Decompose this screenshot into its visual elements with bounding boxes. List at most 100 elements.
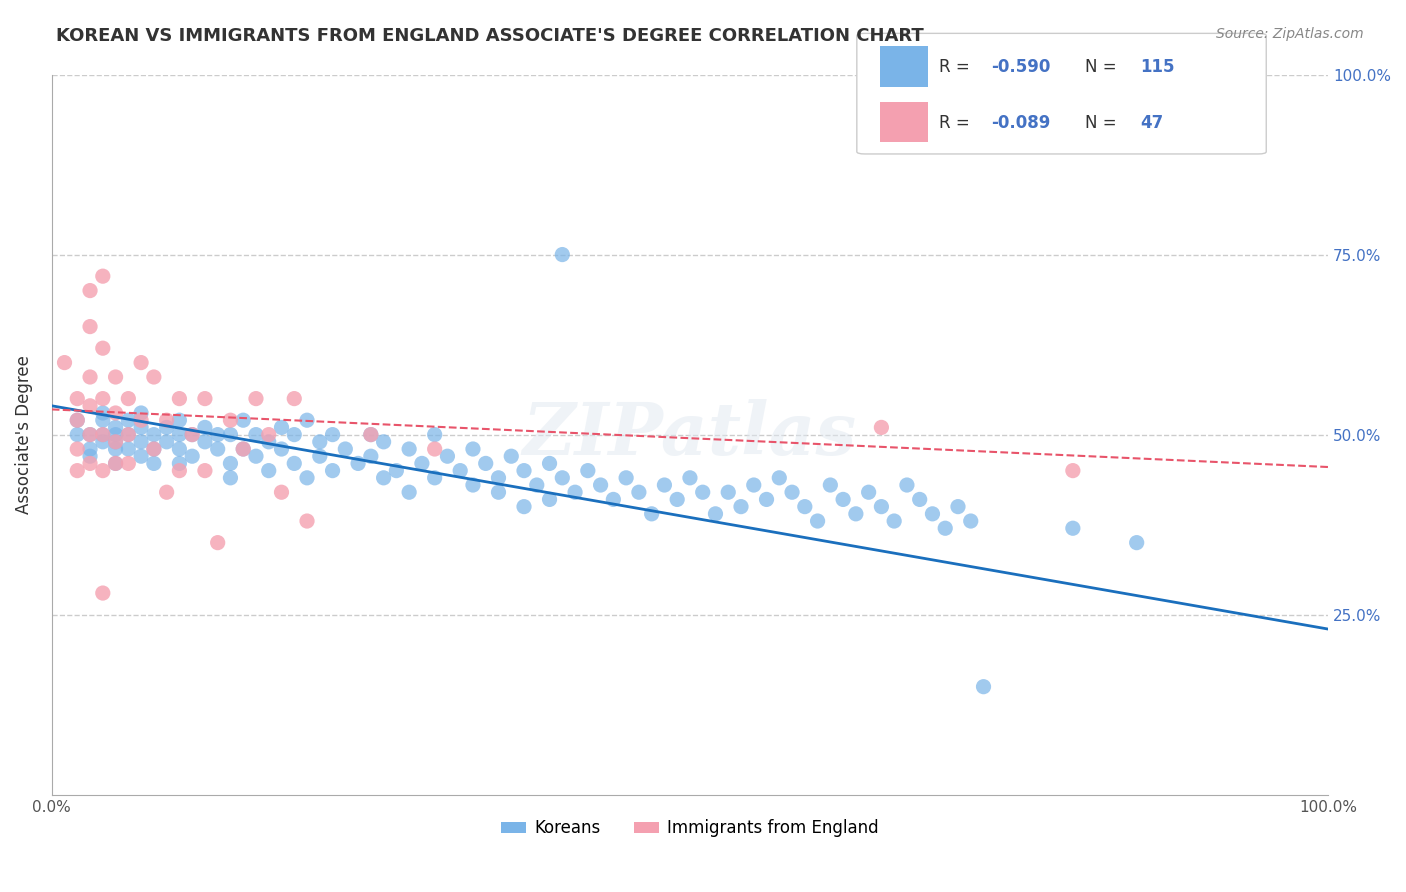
Point <box>129 355 152 369</box>
Point <box>79 449 101 463</box>
Point <box>156 485 179 500</box>
Point <box>169 457 191 471</box>
Point <box>245 427 267 442</box>
Point <box>423 427 446 442</box>
Point <box>156 413 179 427</box>
Point <box>461 478 484 492</box>
Point <box>104 406 127 420</box>
Point <box>129 413 152 427</box>
Point <box>295 413 318 427</box>
Point <box>257 427 280 442</box>
Point <box>194 392 217 406</box>
Point <box>308 434 330 449</box>
Point <box>373 471 395 485</box>
Text: Source: ZipAtlas.com: Source: ZipAtlas.com <box>1216 27 1364 41</box>
Point <box>66 392 89 406</box>
Point <box>589 478 612 492</box>
Point <box>488 485 510 500</box>
Point <box>832 492 855 507</box>
Point <box>91 427 114 442</box>
Point <box>946 500 969 514</box>
Point <box>79 284 101 298</box>
Point <box>973 680 995 694</box>
Point <box>360 427 382 442</box>
Point <box>1062 464 1084 478</box>
Point <box>79 457 101 471</box>
Point <box>169 427 191 442</box>
Point <box>104 457 127 471</box>
Text: 115: 115 <box>1140 58 1175 76</box>
Point <box>806 514 828 528</box>
Point <box>883 514 905 528</box>
Point <box>564 485 586 500</box>
Point <box>845 507 868 521</box>
Point <box>896 478 918 492</box>
Point <box>322 464 344 478</box>
Point <box>398 442 420 456</box>
Point <box>614 471 637 485</box>
Y-axis label: Associate's Degree: Associate's Degree <box>15 355 32 514</box>
Point <box>654 478 676 492</box>
Point <box>91 406 114 420</box>
Point <box>181 449 204 463</box>
Point <box>780 485 803 500</box>
Point <box>169 413 191 427</box>
Point <box>270 420 292 434</box>
Point <box>322 427 344 442</box>
Point <box>704 507 727 521</box>
Point <box>423 442 446 456</box>
Point <box>104 427 127 442</box>
Point <box>858 485 880 500</box>
Point <box>66 442 89 456</box>
Point <box>423 471 446 485</box>
Bar <box>880 102 928 143</box>
Point <box>91 392 114 406</box>
Point <box>194 464 217 478</box>
Point <box>53 355 76 369</box>
Point <box>207 442 229 456</box>
Point <box>257 434 280 449</box>
Point <box>66 413 89 427</box>
Point <box>295 514 318 528</box>
Point <box>627 485 650 500</box>
Point <box>117 457 139 471</box>
Point <box>474 457 496 471</box>
Point <box>461 442 484 456</box>
Point <box>283 427 305 442</box>
Point <box>692 485 714 500</box>
Point <box>576 464 599 478</box>
Point <box>270 442 292 456</box>
Point <box>501 449 523 463</box>
Point <box>104 457 127 471</box>
Point <box>308 449 330 463</box>
Point <box>679 471 702 485</box>
Point <box>347 457 370 471</box>
Point <box>934 521 956 535</box>
Point <box>755 492 778 507</box>
Point <box>79 319 101 334</box>
Point <box>156 434 179 449</box>
Text: ZIPatlas: ZIPatlas <box>523 399 858 470</box>
Point <box>219 427 242 442</box>
Point <box>538 457 561 471</box>
Point <box>104 420 127 434</box>
Point <box>91 464 114 478</box>
Point <box>257 464 280 478</box>
Point <box>79 399 101 413</box>
Point <box>79 427 101 442</box>
Point <box>551 471 574 485</box>
Point <box>104 434 127 449</box>
Point <box>283 392 305 406</box>
Point <box>181 427 204 442</box>
Point <box>181 427 204 442</box>
Point <box>79 370 101 384</box>
Point <box>169 464 191 478</box>
Point <box>1125 535 1147 549</box>
Point <box>142 427 165 442</box>
Point <box>513 500 536 514</box>
Point <box>488 471 510 485</box>
Text: R =: R = <box>939 113 976 132</box>
Point <box>283 457 305 471</box>
Point <box>602 492 624 507</box>
Legend: Koreans, Immigrants from England: Koreans, Immigrants from England <box>495 813 886 844</box>
